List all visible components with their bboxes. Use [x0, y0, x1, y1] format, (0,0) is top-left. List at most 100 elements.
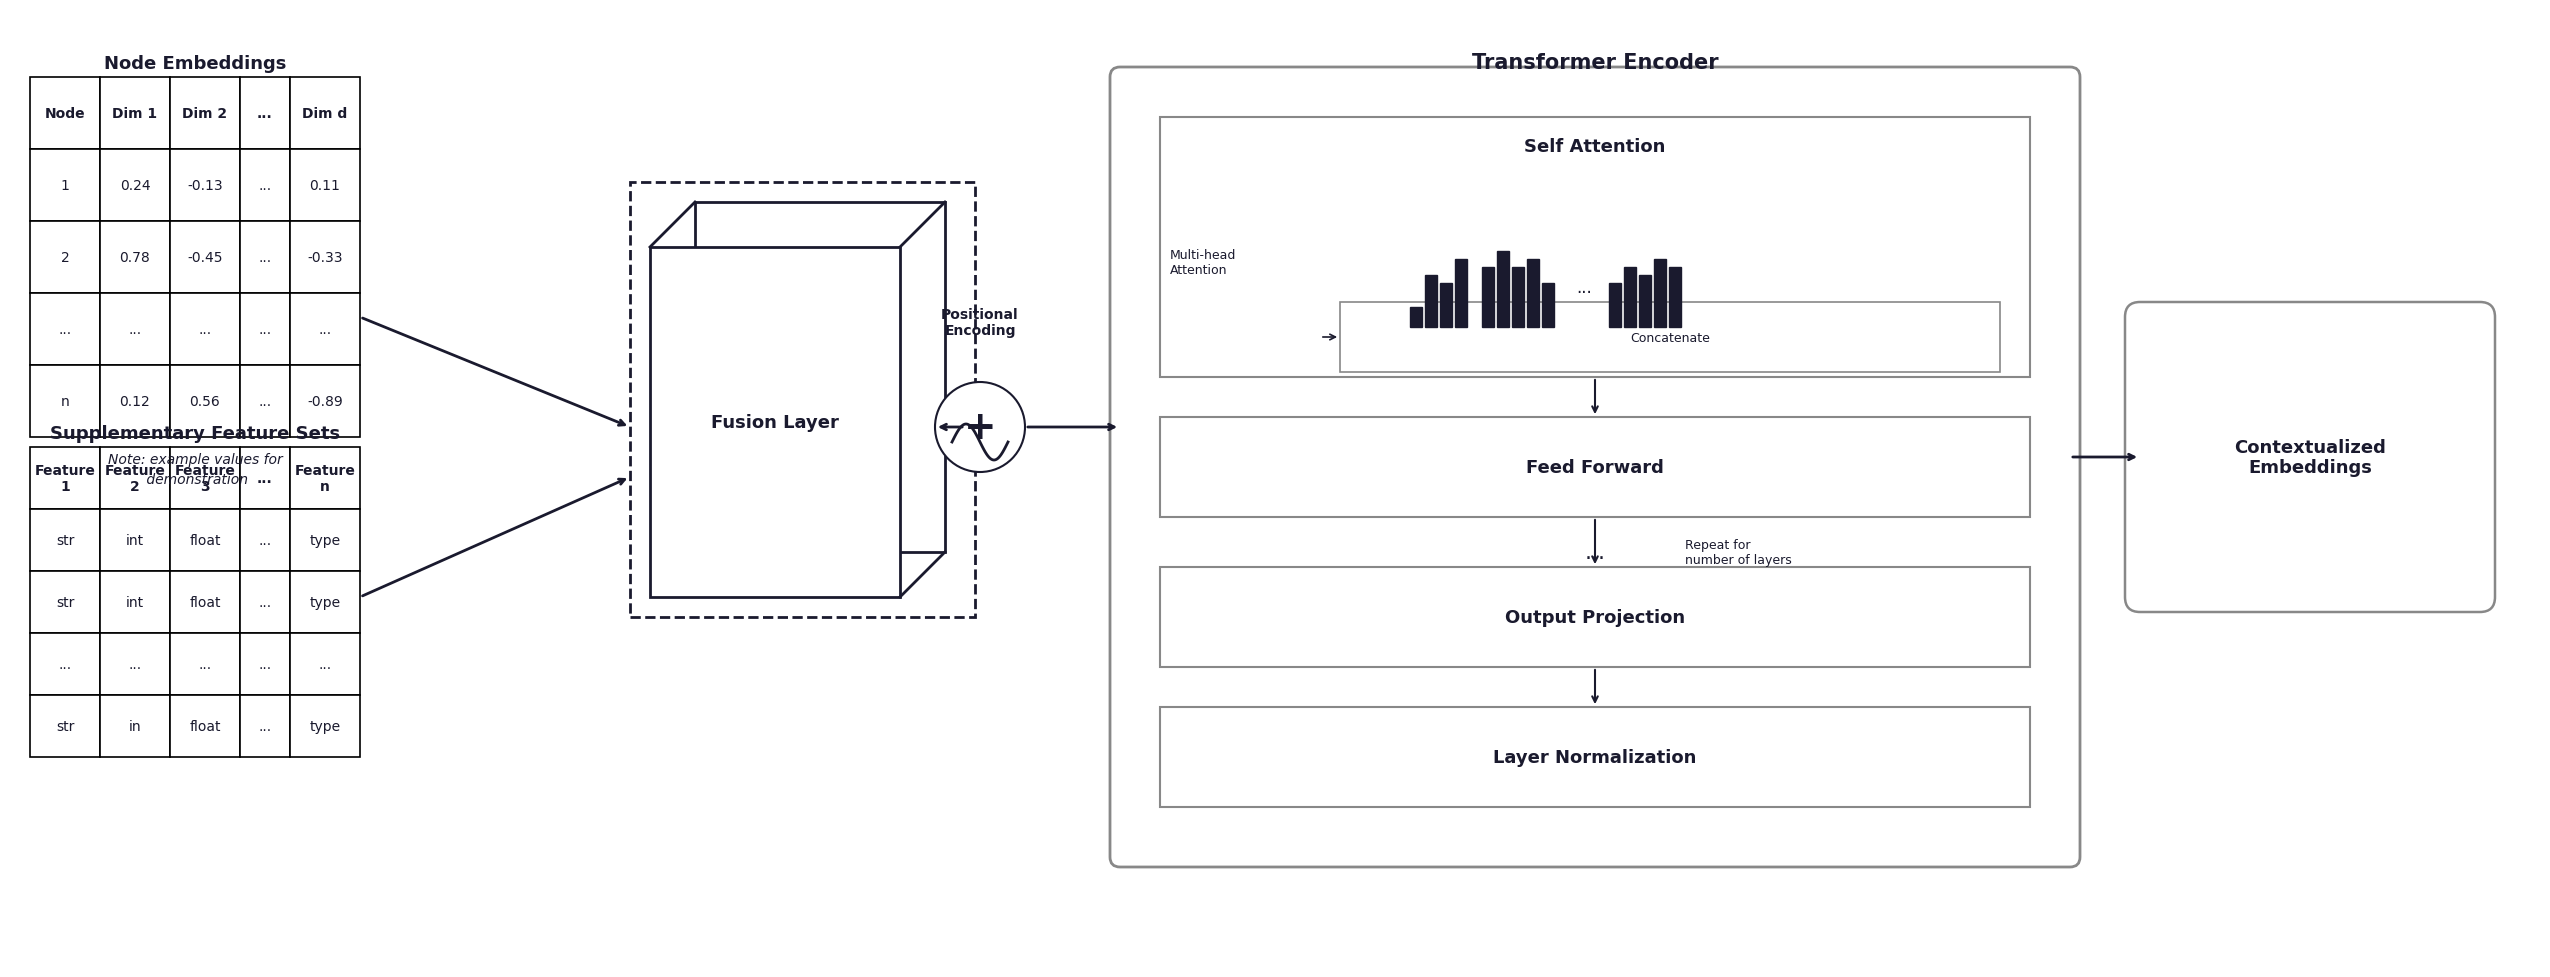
Text: str: str [56, 719, 74, 734]
FancyBboxPatch shape [291, 696, 360, 757]
Text: ...: ... [258, 179, 270, 192]
Bar [1410, 308, 1423, 327]
FancyBboxPatch shape [31, 78, 99, 149]
FancyBboxPatch shape [31, 572, 99, 633]
Bar [1512, 268, 1525, 327]
Text: Supplementary Feature Sets: Supplementary Feature Sets [51, 425, 339, 443]
FancyBboxPatch shape [291, 222, 360, 294]
FancyBboxPatch shape [171, 696, 240, 757]
FancyBboxPatch shape [99, 633, 171, 696]
Text: Concatenate: Concatenate [1629, 331, 1711, 344]
FancyBboxPatch shape [1160, 417, 2030, 518]
FancyBboxPatch shape [1109, 68, 2081, 868]
Text: -0.13: -0.13 [186, 179, 222, 192]
FancyBboxPatch shape [291, 365, 360, 438]
Circle shape [936, 383, 1025, 473]
FancyBboxPatch shape [240, 572, 291, 633]
Text: in: in [128, 719, 140, 734]
Text: float: float [189, 533, 222, 547]
FancyBboxPatch shape [99, 447, 171, 509]
FancyBboxPatch shape [99, 365, 171, 438]
FancyBboxPatch shape [31, 294, 99, 365]
FancyBboxPatch shape [31, 222, 99, 294]
FancyBboxPatch shape [696, 203, 946, 552]
FancyBboxPatch shape [291, 447, 360, 509]
Text: Feature
2: Feature 2 [105, 463, 166, 493]
FancyBboxPatch shape [240, 294, 291, 365]
Text: int: int [125, 595, 143, 610]
Text: -0.45: -0.45 [186, 251, 222, 265]
Text: Feature
3: Feature 3 [173, 463, 235, 493]
Text: Node Embeddings: Node Embeddings [105, 55, 286, 73]
FancyBboxPatch shape [240, 222, 291, 294]
FancyBboxPatch shape [291, 633, 360, 696]
FancyBboxPatch shape [171, 572, 240, 633]
Bar [1670, 268, 1680, 327]
Text: ...: ... [1584, 542, 1606, 563]
Text: Layer Normalization: Layer Normalization [1494, 748, 1696, 766]
Bar [1441, 283, 1451, 327]
Text: 2: 2 [61, 251, 69, 265]
Text: Positional
Encoding: Positional Encoding [941, 308, 1020, 338]
Text: ...: ... [258, 472, 273, 486]
Text: Feature
n: Feature n [296, 463, 354, 493]
Text: ...: ... [258, 251, 270, 265]
FancyBboxPatch shape [2124, 303, 2494, 613]
FancyBboxPatch shape [240, 149, 291, 222]
FancyBboxPatch shape [99, 294, 171, 365]
FancyBboxPatch shape [99, 78, 171, 149]
FancyBboxPatch shape [171, 149, 240, 222]
FancyBboxPatch shape [171, 222, 240, 294]
Text: float: float [189, 595, 222, 610]
Text: ...: ... [258, 595, 270, 610]
Bar [1640, 276, 1650, 327]
Text: 0.12: 0.12 [120, 395, 150, 408]
Text: int: int [125, 533, 143, 547]
Text: ...: ... [128, 658, 143, 671]
FancyBboxPatch shape [291, 149, 360, 222]
Text: 0.78: 0.78 [120, 251, 150, 265]
FancyBboxPatch shape [291, 294, 360, 365]
Text: ...: ... [199, 658, 212, 671]
Text: +: + [966, 413, 992, 442]
FancyBboxPatch shape [31, 633, 99, 696]
FancyBboxPatch shape [171, 365, 240, 438]
Text: ...: ... [59, 658, 71, 671]
FancyBboxPatch shape [1160, 118, 2030, 378]
Text: ...: ... [59, 322, 71, 337]
FancyBboxPatch shape [99, 509, 171, 572]
FancyBboxPatch shape [31, 696, 99, 757]
Text: Dim 2: Dim 2 [184, 106, 227, 121]
Text: ...: ... [128, 322, 143, 337]
Text: Multi-head
Attention: Multi-head Attention [1170, 249, 1237, 276]
Bar [1497, 252, 1510, 327]
Text: Note: example values for
 demonstration: Note: example values for demonstration [107, 452, 283, 486]
FancyBboxPatch shape [171, 509, 240, 572]
FancyBboxPatch shape [31, 509, 99, 572]
Bar [1609, 283, 1622, 327]
FancyBboxPatch shape [99, 222, 171, 294]
Text: Output Projection: Output Projection [1504, 609, 1686, 626]
FancyBboxPatch shape [171, 78, 240, 149]
Text: ...: ... [258, 106, 273, 121]
Text: str: str [56, 533, 74, 547]
Text: Repeat for
number of layers: Repeat for number of layers [1686, 538, 1793, 567]
Text: -0.89: -0.89 [306, 395, 342, 408]
Text: 1: 1 [61, 179, 69, 192]
Text: Node: Node [46, 106, 84, 121]
FancyBboxPatch shape [240, 78, 291, 149]
Text: ...: ... [319, 658, 332, 671]
FancyBboxPatch shape [240, 447, 291, 509]
Bar [1527, 260, 1540, 327]
Text: type: type [309, 595, 342, 610]
Text: ...: ... [258, 719, 270, 734]
FancyBboxPatch shape [171, 447, 240, 509]
Text: ...: ... [258, 658, 270, 671]
FancyBboxPatch shape [650, 248, 900, 597]
FancyBboxPatch shape [171, 294, 240, 365]
Text: ...: ... [258, 533, 270, 547]
FancyBboxPatch shape [291, 572, 360, 633]
Text: 0.24: 0.24 [120, 179, 150, 192]
Text: Dim 1: Dim 1 [112, 106, 158, 121]
Bar [1655, 260, 1665, 327]
